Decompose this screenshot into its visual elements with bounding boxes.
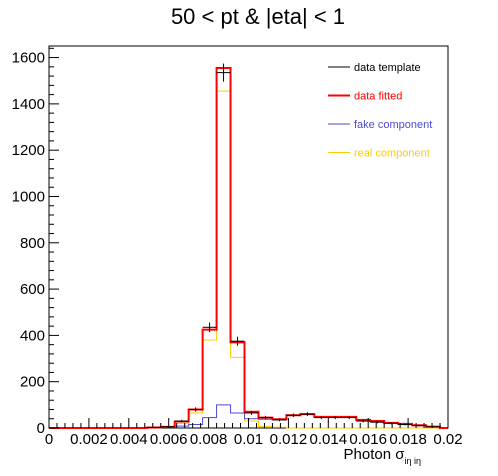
x-tick-label: 0.018	[389, 431, 427, 448]
legend: data template data fitted fake component re…	[328, 62, 432, 160]
x-tick-label: 0.016	[349, 431, 387, 448]
legend-label: data fitted	[354, 91, 402, 103]
plot-frame	[48, 45, 449, 429]
chart-title: 50 < pt & |eta| < 1	[171, 4, 345, 29]
x-axis-label-main: Photon σ	[344, 446, 406, 463]
data-point	[328, 416, 343, 420]
data-point	[300, 412, 315, 416]
legend-label: real component	[354, 148, 430, 160]
data-point	[286, 413, 301, 417]
data-point	[146, 427, 161, 429]
data-point	[216, 63, 231, 82]
y-tick-label: 1200	[12, 142, 45, 159]
y-tick-label: 800	[20, 235, 45, 252]
legend-entry-real-component: real component	[328, 148, 430, 160]
legend-label: fake component	[354, 119, 432, 131]
data-point	[244, 411, 259, 415]
data-point	[384, 422, 399, 425]
x-tick-label: 0.008	[190, 431, 228, 448]
legend-entry-data-fitted: data fitted	[328, 91, 402, 103]
x-axis: 0 0.002 0.004 0.006 0.008 0.01 0.012 0.014 0.016…	[45, 418, 463, 448]
y-tick-label: 0	[37, 420, 45, 437]
data-point	[426, 426, 441, 428]
chart-marks	[49, 63, 448, 429]
data-point	[370, 421, 385, 424]
y-tick-label: 1000	[12, 188, 45, 205]
y-tick-label: 1600	[12, 50, 45, 67]
legend-entry-data-template: data template	[328, 62, 421, 74]
data-point	[188, 407, 203, 412]
x-tick-label: 0.012	[270, 431, 308, 448]
data-point	[258, 416, 273, 420]
legend-label: data template	[354, 62, 421, 74]
y-tick-label: 200	[20, 374, 45, 391]
legend-entry-fake-component: fake component	[328, 119, 432, 131]
series-data-template	[146, 63, 441, 429]
data-point	[342, 416, 357, 420]
y-tick-label: 600	[20, 281, 45, 298]
x-tick-label: 0.006	[150, 431, 188, 448]
x-axis-label: Photon σiη iη	[344, 446, 421, 466]
x-tick-label: 0	[45, 431, 53, 448]
data-point	[314, 416, 329, 420]
data-point	[230, 336, 245, 346]
axes: 0 200 400 600 800 1000 1200 1400 1600 0 0.002 0.004…	[12, 47, 463, 448]
x-tick-label: 0.004	[110, 431, 148, 448]
data-point	[272, 418, 287, 422]
x-tick-label: 0.01	[234, 431, 263, 448]
x-tick-label: 0.02	[433, 431, 462, 448]
x-tick-label: 0.002	[70, 431, 108, 448]
y-axis: 0 200 400 600 800 1000 1200 1400 1600	[12, 47, 59, 437]
data-point	[174, 419, 189, 423]
data-point	[202, 322, 217, 333]
y-tick-label: 1400	[12, 96, 45, 113]
x-axis-label-subscript: iη iη	[404, 456, 421, 466]
x-tick-label: 0.014	[310, 431, 348, 448]
y-tick-label: 400	[20, 327, 45, 344]
data-point	[160, 426, 175, 428]
plot-area	[48, 45, 449, 429]
